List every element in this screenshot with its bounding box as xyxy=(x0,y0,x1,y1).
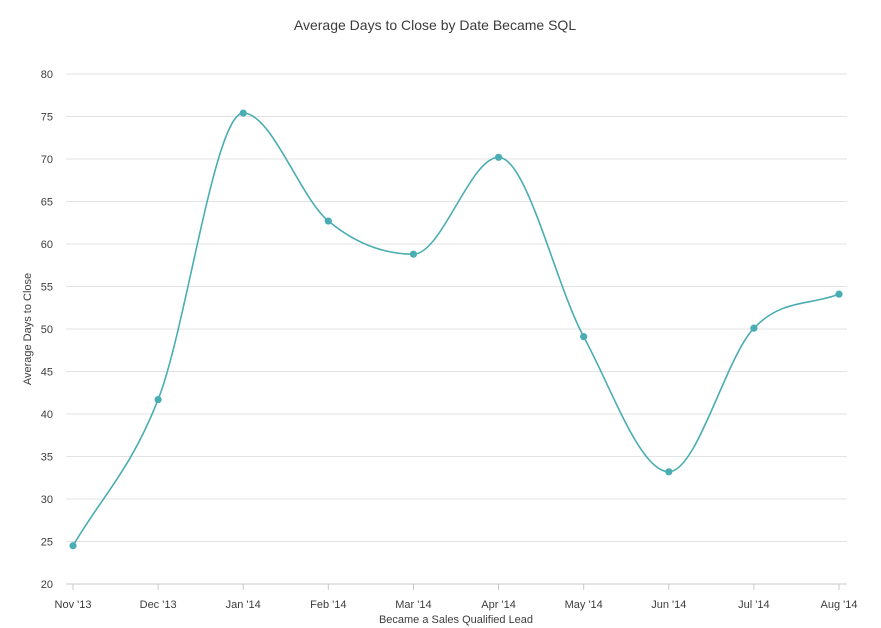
x-axis-ticks: Nov '13 Dec '13 Jan '14 Feb '14 Mar '14 Apr '… xyxy=(55,584,858,611)
y-tick-label: 65 xyxy=(41,197,53,209)
y-tick-label: 55 xyxy=(41,282,53,294)
data-point[interactable] xyxy=(580,333,588,341)
x-tick-label: Aug '14 xyxy=(821,599,858,611)
y-tick-label: 20 xyxy=(41,579,53,591)
x-tick-label: Mar '14 xyxy=(395,599,431,611)
y-tick-label: 50 xyxy=(41,324,53,336)
data-point[interactable] xyxy=(835,290,843,298)
y-tick-label: 25 xyxy=(41,537,53,549)
y-tick-label: 45 xyxy=(41,367,53,379)
y-tick-label: 30 xyxy=(41,494,53,506)
data-point[interactable] xyxy=(69,542,77,550)
x-axis-title: Became a Sales Qualified Lead xyxy=(379,614,533,626)
data-point[interactable] xyxy=(665,468,673,476)
data-point[interactable] xyxy=(409,250,418,258)
x-tick-label: Jul '14 xyxy=(738,599,769,611)
chart-title: Average Days to Close by Date Became SQL xyxy=(294,17,576,33)
y-tick-label: 40 xyxy=(41,409,53,421)
series-line xyxy=(72,112,840,547)
y-tick-label: 80 xyxy=(41,69,53,81)
y-axis-title: Average Days to Close xyxy=(22,273,34,385)
gridlines xyxy=(66,73,847,542)
y-tick-label: 35 xyxy=(41,452,53,464)
data-points xyxy=(69,109,843,550)
data-point[interactable] xyxy=(750,324,758,332)
x-tick-label: May '14 xyxy=(565,599,603,611)
data-point[interactable] xyxy=(239,109,247,117)
x-tick-label: Feb '14 xyxy=(310,599,346,611)
x-tick-label: Dec '13 xyxy=(140,599,177,611)
y-tick-label: 60 xyxy=(41,239,53,251)
x-tick-label: Nov '13 xyxy=(55,599,92,611)
data-point[interactable] xyxy=(154,395,162,404)
data-point[interactable] xyxy=(494,153,503,161)
y-tick-label: 70 xyxy=(41,154,53,166)
y-axis-ticks: 20 25 30 35 40 45 50 55 60 65 70 75 80 xyxy=(41,69,53,591)
x-tick-label: Jan '14 xyxy=(226,599,261,611)
y-tick-label: 75 xyxy=(41,112,53,124)
x-tick-label: Apr '14 xyxy=(481,599,516,611)
data-point[interactable] xyxy=(324,217,332,225)
x-tick-label: Jun '14 xyxy=(651,599,686,611)
